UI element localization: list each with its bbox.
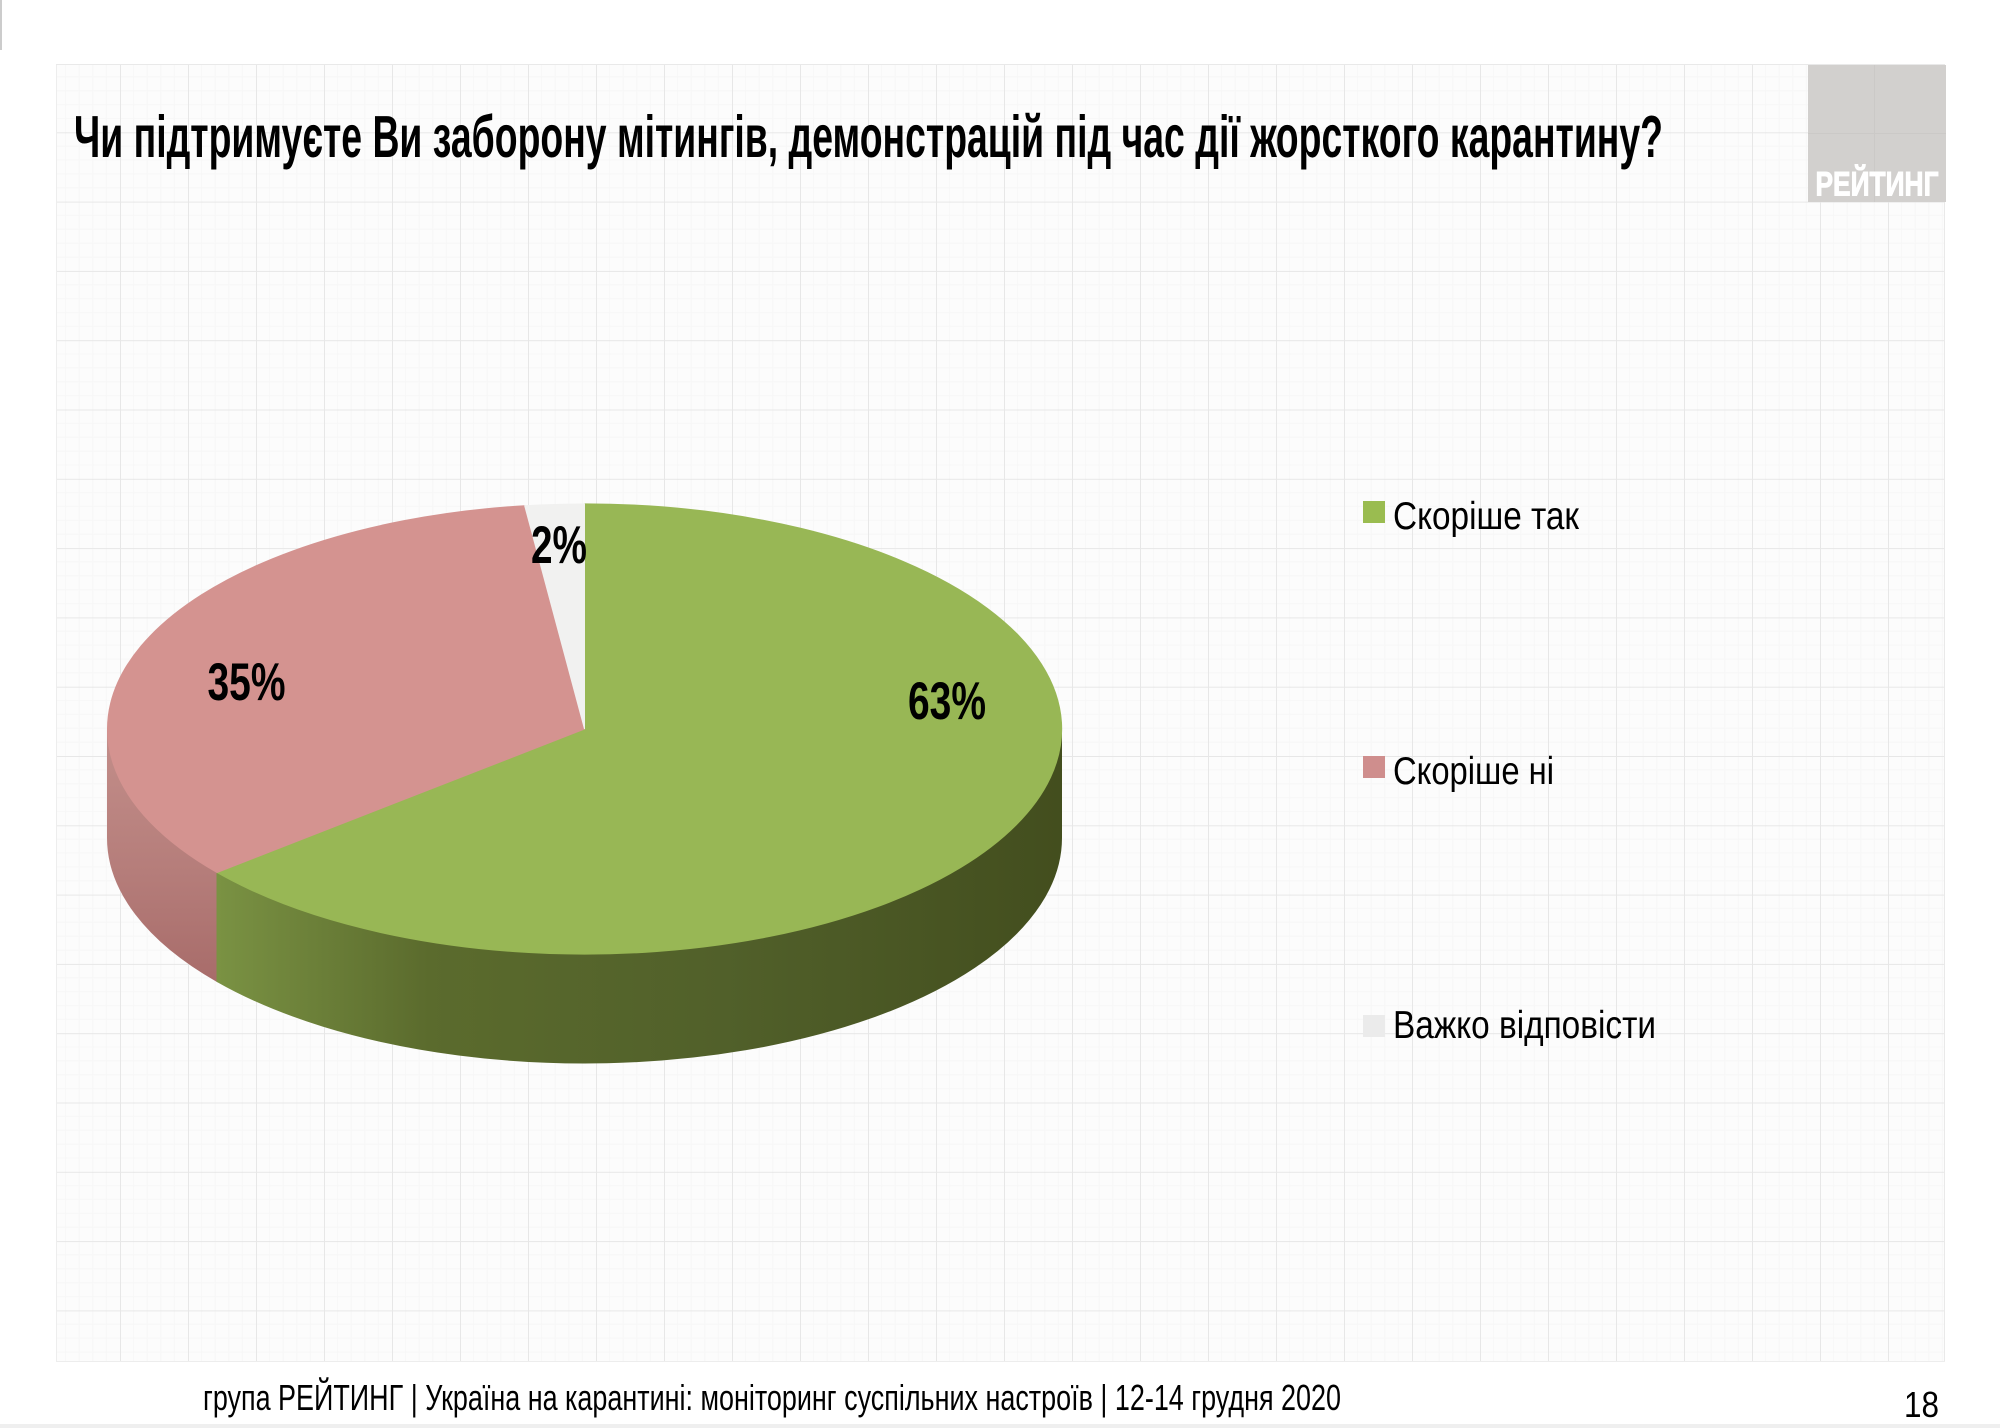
svg-text:РЕЙТИНГ: РЕЙТИНГ [1816,165,1939,204]
svg-text:Чи підтримуєте Ви заборону міт: Чи підтримуєте Ви заборону мітингів, дем… [74,103,1663,170]
svg-text:2%: 2% [531,516,587,575]
svg-text:18: 18 [1904,1384,1939,1425]
svg-text:63%: 63% [908,672,986,731]
svg-text:група РЕЙТИНГ | Україна на кар: група РЕЙТИНГ | Україна на карантині: мо… [203,1376,1341,1418]
svg-text:Важко відповісти: Важко відповісти [1393,1004,1656,1047]
svg-text:Скоріше ні: Скоріше ні [1393,750,1554,793]
svg-text:35%: 35% [208,653,286,712]
svg-text:Скоріше так: Скоріше так [1393,495,1580,538]
